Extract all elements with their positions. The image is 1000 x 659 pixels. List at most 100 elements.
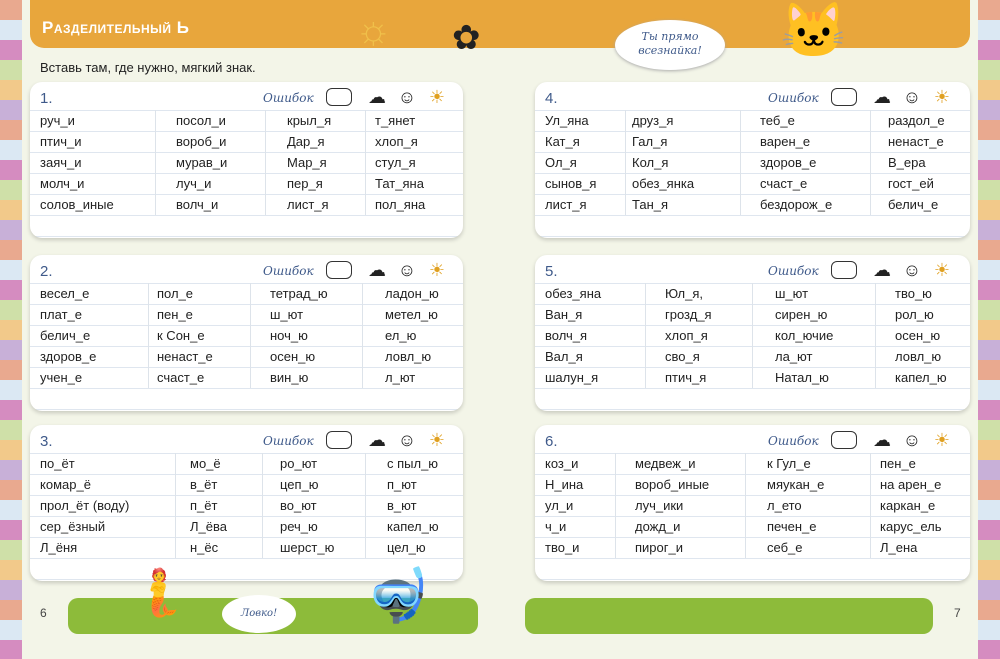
word-item[interactable]: на арен_е xyxy=(880,477,942,492)
word-item[interactable]: рол_ю xyxy=(895,307,934,322)
word-item[interactable]: ненаст_е xyxy=(888,134,944,149)
word-item[interactable]: раздол_е xyxy=(888,113,945,128)
word-item[interactable]: лист_я xyxy=(545,197,587,212)
word-item[interactable]: ловл_ю xyxy=(385,349,432,364)
happy-sun-icon[interactable]: ☀ xyxy=(428,87,446,107)
word-item[interactable]: тво_и xyxy=(545,540,580,555)
word-item[interactable]: счаст_е xyxy=(760,176,808,191)
word-item[interactable]: к Гул_е xyxy=(767,456,811,471)
happy-sun-icon[interactable]: ☀ xyxy=(933,430,951,450)
word-item[interactable]: капел_ю xyxy=(387,519,439,534)
word-item[interactable]: Вал_я xyxy=(545,349,583,364)
word-item[interactable]: вороб_иные xyxy=(635,477,710,492)
word-item[interactable]: печен_е xyxy=(767,519,817,534)
word-item[interactable]: учен_е xyxy=(40,370,83,385)
sad-cloud-icon[interactable]: ☁ xyxy=(368,260,386,280)
word-item[interactable]: весел_е xyxy=(40,286,90,301)
word-item[interactable]: ш_ют xyxy=(775,286,809,301)
word-item[interactable]: Тат_яна xyxy=(375,176,424,191)
word-item[interactable]: прол_ёт (воду) xyxy=(40,498,130,513)
word-item[interactable]: Л_ёва xyxy=(190,519,227,534)
word-item[interactable]: л_ют xyxy=(385,370,416,385)
word-item[interactable]: ел_ю xyxy=(385,328,417,343)
happy-sun-icon[interactable]: ☀ xyxy=(428,260,446,280)
word-item[interactable]: н_ёс xyxy=(190,540,219,555)
word-item[interactable]: мо_ё xyxy=(190,456,221,471)
word-item[interactable]: друз_я xyxy=(632,113,674,128)
word-item[interactable]: пен_е xyxy=(880,456,916,471)
word-item[interactable]: кол_ючие xyxy=(775,328,834,343)
word-item[interactable]: Ван_я xyxy=(545,307,583,322)
word-item[interactable]: бездорож_е xyxy=(760,197,833,212)
neutral-face-icon[interactable]: ☺ xyxy=(397,87,417,107)
word-item[interactable]: Л_ёня xyxy=(40,540,78,555)
word-item[interactable]: ч_и xyxy=(545,519,567,534)
word-item[interactable]: молч_и xyxy=(40,176,85,191)
word-item[interactable]: ш_ют xyxy=(270,307,304,322)
word-item[interactable]: в_ёт xyxy=(190,477,218,492)
word-item[interactable]: осен_ю xyxy=(270,349,316,364)
word-item[interactable]: мурав_и xyxy=(176,155,228,170)
word-item[interactable]: посол_и xyxy=(176,113,226,128)
word-item[interactable]: Н_ина xyxy=(545,477,584,492)
word-item[interactable]: грозд_я xyxy=(665,307,712,322)
word-item[interactable]: медвеж_и xyxy=(635,456,696,471)
word-item[interactable]: комар_ё xyxy=(40,477,91,492)
word-item[interactable]: ладон_ю xyxy=(385,286,439,301)
word-item[interactable]: здоров_е xyxy=(40,349,97,364)
word-item[interactable]: белич_е xyxy=(888,197,939,212)
sad-cloud-icon[interactable]: ☁ xyxy=(873,430,891,450)
word-item[interactable]: по_ёт xyxy=(40,456,75,471)
word-item[interactable]: ноч_ю xyxy=(270,328,308,343)
word-item[interactable]: пол_яна xyxy=(375,197,426,212)
word-item[interactable]: Дар_я xyxy=(287,134,325,149)
word-item[interactable]: тво_ю xyxy=(895,286,932,301)
word-item[interactable]: Юл_я, xyxy=(665,286,704,301)
word-item[interactable]: птич_я xyxy=(665,370,707,385)
sad-cloud-icon[interactable]: ☁ xyxy=(873,87,891,107)
word-item[interactable]: ро_ют xyxy=(280,456,318,471)
word-item[interactable]: Ул_яна xyxy=(545,113,589,128)
neutral-face-icon[interactable]: ☺ xyxy=(397,260,417,280)
happy-sun-icon[interactable]: ☀ xyxy=(933,87,951,107)
word-item[interactable]: метел_ю xyxy=(385,307,438,322)
errors-count-box[interactable] xyxy=(326,431,352,449)
word-item[interactable]: Кол_я xyxy=(632,155,669,170)
word-item[interactable]: карус_ель xyxy=(880,519,942,534)
word-item[interactable]: ненаст_е xyxy=(157,349,213,364)
errors-count-box[interactable] xyxy=(326,261,352,279)
word-item[interactable]: себ_е xyxy=(767,540,803,555)
word-item[interactable]: руч_и xyxy=(40,113,75,128)
word-item[interactable]: Ол_я xyxy=(545,155,577,170)
word-item[interactable]: цел_ю xyxy=(387,540,426,555)
errors-count-box[interactable] xyxy=(326,88,352,106)
word-item[interactable]: здоров_е xyxy=(760,155,817,170)
word-item[interactable]: вороб_и xyxy=(176,134,227,149)
happy-sun-icon[interactable]: ☀ xyxy=(428,430,446,450)
word-item[interactable]: солов_иные xyxy=(40,197,114,212)
word-item[interactable]: вин_ю xyxy=(270,370,309,385)
word-item[interactable]: обез_янка xyxy=(632,176,695,191)
word-item[interactable]: хлоп_я xyxy=(375,134,418,149)
word-item[interactable]: капел_ю xyxy=(895,370,947,385)
word-item[interactable]: дожд_и xyxy=(635,519,681,534)
errors-count-box[interactable] xyxy=(831,431,857,449)
word-item[interactable]: реч_ю xyxy=(280,519,318,534)
word-item[interactable]: осен_ю xyxy=(895,328,941,343)
errors-count-box[interactable] xyxy=(831,88,857,106)
word-item[interactable]: птич_и xyxy=(40,134,82,149)
word-item[interactable]: лист_я xyxy=(287,197,329,212)
sad-cloud-icon[interactable]: ☁ xyxy=(368,430,386,450)
word-item[interactable]: ла_ют xyxy=(775,349,813,364)
word-item[interactable]: л_ето xyxy=(767,498,802,513)
word-item[interactable]: Гал_я xyxy=(632,134,668,149)
word-item[interactable]: стул_я xyxy=(375,155,416,170)
word-item[interactable]: коз_и xyxy=(545,456,579,471)
neutral-face-icon[interactable]: ☺ xyxy=(902,87,922,107)
word-item[interactable]: теб_е xyxy=(760,113,795,128)
sad-cloud-icon[interactable]: ☁ xyxy=(368,87,386,107)
word-item[interactable]: Мар_я xyxy=(287,155,327,170)
word-item[interactable]: сво_я xyxy=(665,349,700,364)
neutral-face-icon[interactable]: ☺ xyxy=(902,430,922,450)
word-item[interactable]: с пыл_ю xyxy=(387,456,439,471)
